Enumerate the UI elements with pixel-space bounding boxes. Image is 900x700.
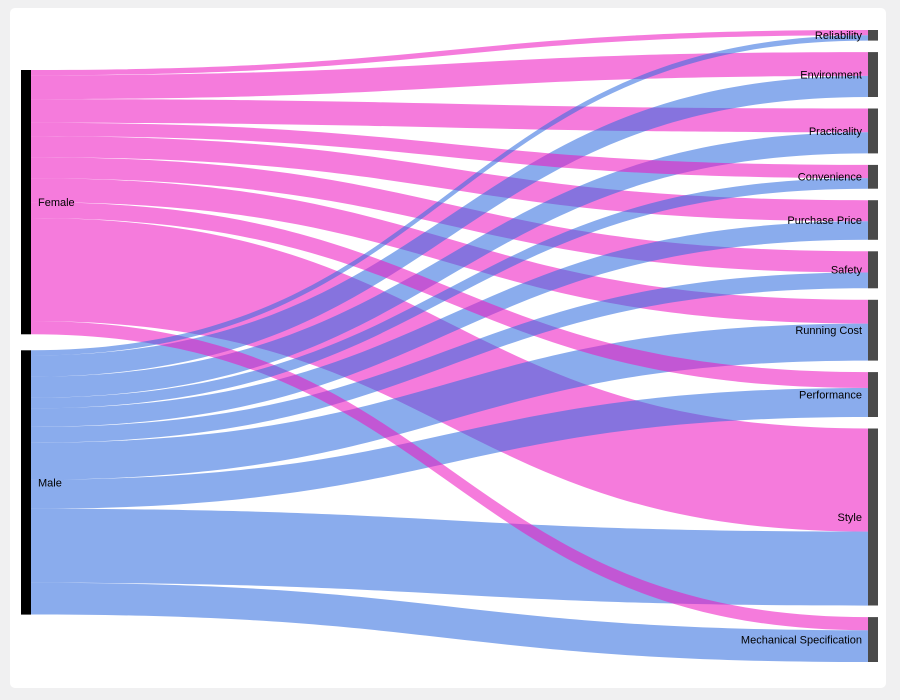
node-practicality[interactable] <box>868 108 878 154</box>
flow-male-mechanical-specification[interactable] <box>31 582 868 662</box>
node-label-environment: Environment <box>800 69 862 81</box>
flow-male-convenience[interactable] <box>31 178 868 409</box>
flow-female-environment[interactable] <box>31 52 868 100</box>
flow-female-purchase-price[interactable] <box>31 136 868 222</box>
node-label-safety: Safety <box>831 265 863 277</box>
flow-female-style[interactable] <box>31 218 868 532</box>
flow-male-safety[interactable] <box>31 272 868 443</box>
flow-male-style[interactable] <box>31 508 868 606</box>
node-label-reliability: Reliability <box>815 30 863 42</box>
node-label-convenience: Convenience <box>798 172 862 184</box>
flow-female-convenience[interactable] <box>31 122 868 179</box>
node-convenience[interactable] <box>868 164 878 189</box>
node-style[interactable] <box>868 428 878 606</box>
node-male[interactable] <box>21 350 31 615</box>
flow-female-mechanical-specification[interactable] <box>31 321 868 631</box>
node-label-female: Female <box>38 197 75 209</box>
flow-male-reliability[interactable] <box>31 35 868 356</box>
flow-male-performance[interactable] <box>31 388 868 509</box>
flow-female-running-cost[interactable] <box>31 178 868 324</box>
node-label-purchase-price: Purchase Price <box>787 215 862 227</box>
flow-female-reliability[interactable] <box>31 30 868 76</box>
node-reliability[interactable] <box>868 30 878 41</box>
node-label-male: Male <box>38 477 62 489</box>
node-label-practicality: Practicality <box>809 126 863 138</box>
node-environment[interactable] <box>868 52 878 97</box>
node-label-style: Style <box>838 512 862 524</box>
node-label-mechanical-specification: Mechanical Specification <box>741 634 862 646</box>
flow-male-practicality[interactable] <box>31 132 868 398</box>
node-purchase-price[interactable] <box>868 200 878 240</box>
node-safety[interactable] <box>868 251 878 289</box>
node-mechanical-specification[interactable] <box>868 617 878 662</box>
flow-male-purchase-price[interactable] <box>31 221 868 427</box>
node-running-cost[interactable] <box>868 299 878 361</box>
flow-male-environment[interactable] <box>31 75 868 377</box>
node-performance[interactable] <box>868 372 878 417</box>
node-label-performance: Performance <box>799 389 862 401</box>
node-female[interactable] <box>21 70 31 335</box>
node-label-running-cost: Running Cost <box>795 325 862 337</box>
